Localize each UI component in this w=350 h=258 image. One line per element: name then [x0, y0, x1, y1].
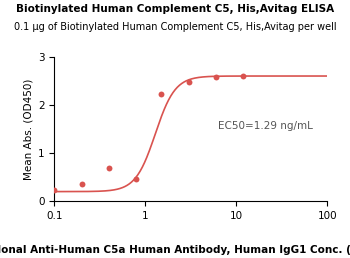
Text: 0.1 μg of Biotinylated Human Complement C5, His,Avitag per well: 0.1 μg of Biotinylated Human Complement …: [14, 22, 336, 32]
Point: [79, 182, 84, 187]
Point: [213, 75, 219, 79]
Point: [51, 188, 57, 192]
Point: [106, 166, 112, 171]
Point: [159, 92, 164, 96]
Text: Monoclonal Anti-Human C5a Human Antibody, Human IgG1 Conc. (ng/mL): Monoclonal Anti-Human C5a Human Antibody…: [0, 245, 350, 255]
Text: EC50=1.29 ng/mL: EC50=1.29 ng/mL: [218, 121, 313, 131]
Y-axis label: Mean Abs. (OD450): Mean Abs. (OD450): [24, 78, 34, 180]
Point: [134, 177, 139, 181]
Text: Biotinylated Human Complement C5, His,Avitag ELISA: Biotinylated Human Complement C5, His,Av…: [16, 4, 334, 14]
Point: [186, 80, 191, 84]
Point: [241, 74, 246, 78]
